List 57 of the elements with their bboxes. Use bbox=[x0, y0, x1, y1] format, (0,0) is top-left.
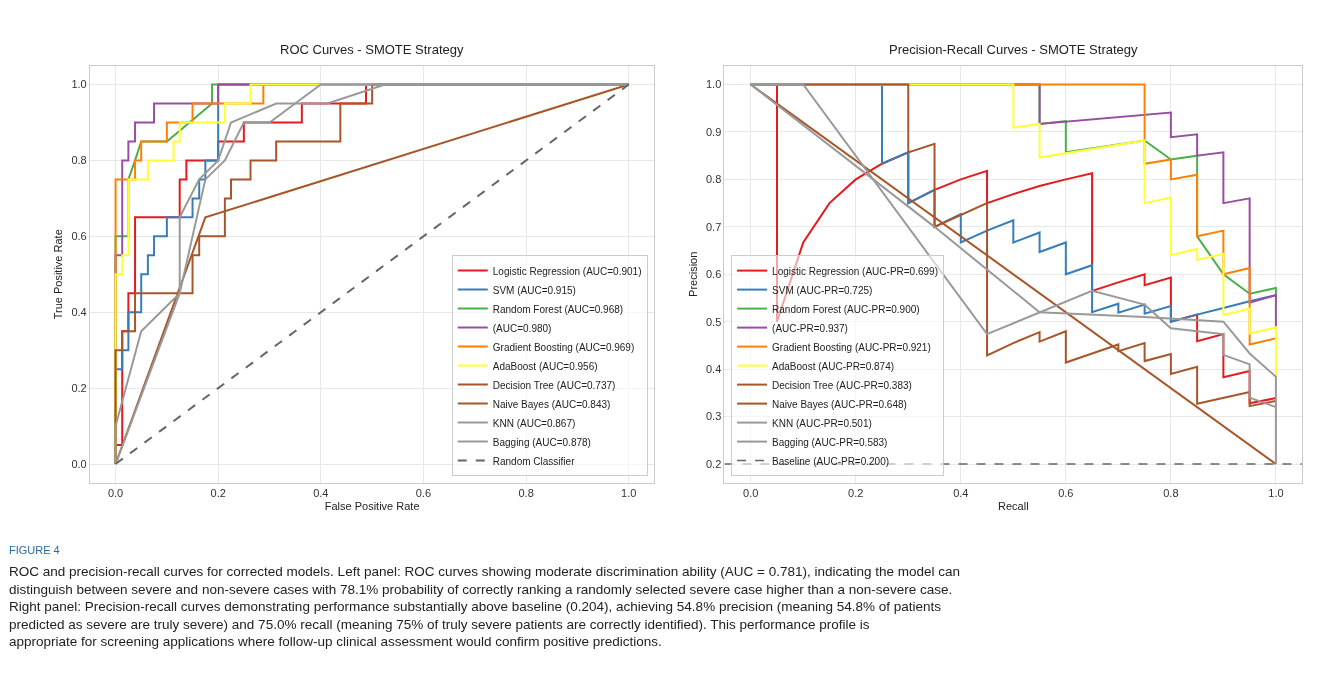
x-tick-label: 0.2 bbox=[848, 487, 864, 500]
legend-label: KNN (AUC-PR=0.501) bbox=[772, 417, 872, 429]
y-tick-label: 0.4 bbox=[705, 363, 722, 375]
y-axis-title: Precision bbox=[686, 251, 699, 297]
x-tick-label: 1.0 bbox=[1268, 487, 1284, 500]
y-tick-label: 0.6 bbox=[71, 230, 87, 243]
x-tick-label: 0.4 bbox=[313, 487, 329, 500]
y-tick-label: 0.4 bbox=[71, 306, 87, 319]
legend-label: (AUC=0.980) bbox=[492, 322, 552, 334]
legend-label: AdaBoost (AUC=0.956) bbox=[492, 360, 598, 372]
x-tick-label: 0.2 bbox=[210, 487, 226, 500]
legend-label: Gradient Boosting (AUC=0.969) bbox=[492, 341, 635, 353]
x-tick-label: 0.0 bbox=[107, 487, 124, 500]
x-tick-label: 0.8 bbox=[1163, 487, 1179, 500]
legend-label: (AUC-PR=0.937) bbox=[772, 322, 848, 334]
legend-label: Logistic Regression (AUC-PR=0.699) bbox=[772, 265, 938, 277]
legend-label: Gradient Boosting (AUC-PR=0.921) bbox=[772, 341, 931, 353]
y-tick-label: 0.2 bbox=[705, 457, 722, 470]
chart-title: Precision-Recall Curves - SMOTE Strategy bbox=[889, 42, 1139, 57]
x-tick-label: 0.8 bbox=[518, 487, 534, 500]
x-tick-label: 0.6 bbox=[415, 487, 432, 500]
x-tick-label: 1.0 bbox=[621, 487, 637, 500]
ref-line-label: Baseline (AUC-PR=0.200) bbox=[772, 455, 890, 467]
y-tick-label: 0.8 bbox=[705, 173, 722, 186]
y-tick-label: 0.6 bbox=[705, 268, 722, 281]
chart-title: ROC Curves - SMOTE Strategy bbox=[280, 42, 464, 57]
caption: FIGURE 4 bbox=[9, 544, 60, 556]
legend-label: Random Forest (AUC=0.968) bbox=[492, 303, 624, 315]
legend-label: KNN (AUC=0.867) bbox=[492, 417, 576, 429]
y-tick-label: 0.2 bbox=[71, 381, 87, 394]
y-tick-label: 0.7 bbox=[705, 220, 722, 233]
legend-label: Decision Tree (AUC=0.737) bbox=[492, 379, 616, 391]
y-tick-label: 1.0 bbox=[71, 78, 87, 91]
y-tick-label: 0.5 bbox=[705, 315, 722, 328]
x-tick-label: 0.6 bbox=[1058, 487, 1074, 500]
legend-label: SVM (AUC=0.915) bbox=[492, 284, 576, 296]
legend-label: Bagging (AUC=0.878) bbox=[492, 436, 591, 448]
legend-label: Naive Bayes (AUC-PR=0.648) bbox=[772, 398, 907, 410]
y-tick-label: 0.3 bbox=[705, 410, 722, 423]
y-tick-label: 0.0 bbox=[71, 457, 87, 470]
legend-label: AdaBoost (AUC-PR=0.874) bbox=[772, 360, 895, 372]
y-tick-label: 0.8 bbox=[71, 154, 87, 167]
legend-label: Random Forest (AUC-PR=0.900) bbox=[772, 303, 920, 315]
x-axis-title: False Positive Rate bbox=[324, 500, 420, 513]
legend-label: Naive Bayes (AUC=0.843) bbox=[492, 398, 611, 410]
y-tick-label: 1.0 bbox=[705, 78, 722, 91]
y-tick-label: 0.9 bbox=[705, 125, 722, 138]
legend-label: Logistic Regression (AUC=0.901) bbox=[492, 265, 642, 277]
legend-label: Random Classifier bbox=[492, 455, 576, 467]
text: ROC and precision-recall curves for corrected models. Left panel: ROC curves showing moderate discrimination ability (AUC = 0.781), indicating the model can distinguish between severe and non-severe cases with 78.1% probability of correctly ranking a randomly selected severe case higher than a non-severe case. Right panel: Precision-recall curves demonstrating performance substantially above baseline (0.204), achieving 54.8% precision (meaning 54.8% of patients predicted as severe are truly severe) and 75.0% recall (meaning 75% of truly severe patients are correctly identified). This performance profile is appropriate for screening applications where follow-up clinical assessment would confirm positive predictions. bbox=[9, 564, 961, 650]
x-tick-label: 0.4 bbox=[953, 487, 969, 500]
legend-label: SVM (AUC-PR=0.725) bbox=[772, 284, 873, 296]
y-axis-title: True Positive Rate bbox=[52, 229, 65, 320]
x-tick-label: 0.0 bbox=[743, 487, 759, 500]
legend-label: Bagging (AUC-PR=0.583) bbox=[772, 436, 888, 448]
x-axis-title: Recall bbox=[998, 500, 1029, 513]
legend-label: Decision Tree (AUC-PR=0.383) bbox=[772, 379, 912, 391]
